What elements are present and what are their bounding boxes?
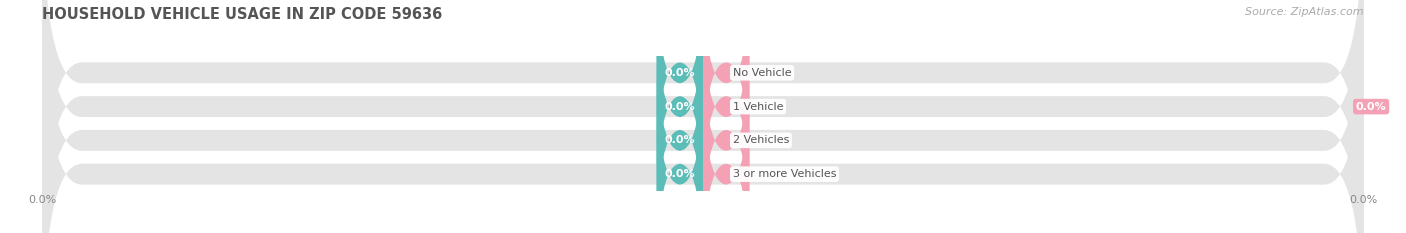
Text: 1 Vehicle: 1 Vehicle: [733, 102, 783, 112]
Text: 0.0%: 0.0%: [665, 169, 695, 179]
Text: 2 Vehicles: 2 Vehicles: [733, 135, 789, 145]
Text: 0.0%: 0.0%: [1355, 102, 1386, 112]
Text: 3 or more Vehicles: 3 or more Vehicles: [733, 169, 837, 179]
FancyBboxPatch shape: [703, 63, 749, 233]
Text: Source: ZipAtlas.com: Source: ZipAtlas.com: [1246, 7, 1364, 17]
Text: 0.0%: 0.0%: [665, 68, 695, 78]
FancyBboxPatch shape: [657, 63, 703, 233]
FancyBboxPatch shape: [657, 0, 703, 218]
FancyBboxPatch shape: [42, 0, 1364, 233]
Text: No Vehicle: No Vehicle: [733, 68, 792, 78]
FancyBboxPatch shape: [703, 0, 749, 184]
FancyBboxPatch shape: [657, 29, 703, 233]
FancyBboxPatch shape: [703, 0, 749, 218]
Text: 0.0%: 0.0%: [665, 102, 695, 112]
FancyBboxPatch shape: [42, 0, 1364, 233]
FancyBboxPatch shape: [657, 0, 703, 184]
FancyBboxPatch shape: [703, 29, 749, 233]
FancyBboxPatch shape: [42, 0, 1364, 233]
Text: HOUSEHOLD VEHICLE USAGE IN ZIP CODE 59636: HOUSEHOLD VEHICLE USAGE IN ZIP CODE 5963…: [42, 7, 443, 22]
FancyBboxPatch shape: [42, 0, 1364, 233]
Text: 0.0%: 0.0%: [665, 135, 695, 145]
